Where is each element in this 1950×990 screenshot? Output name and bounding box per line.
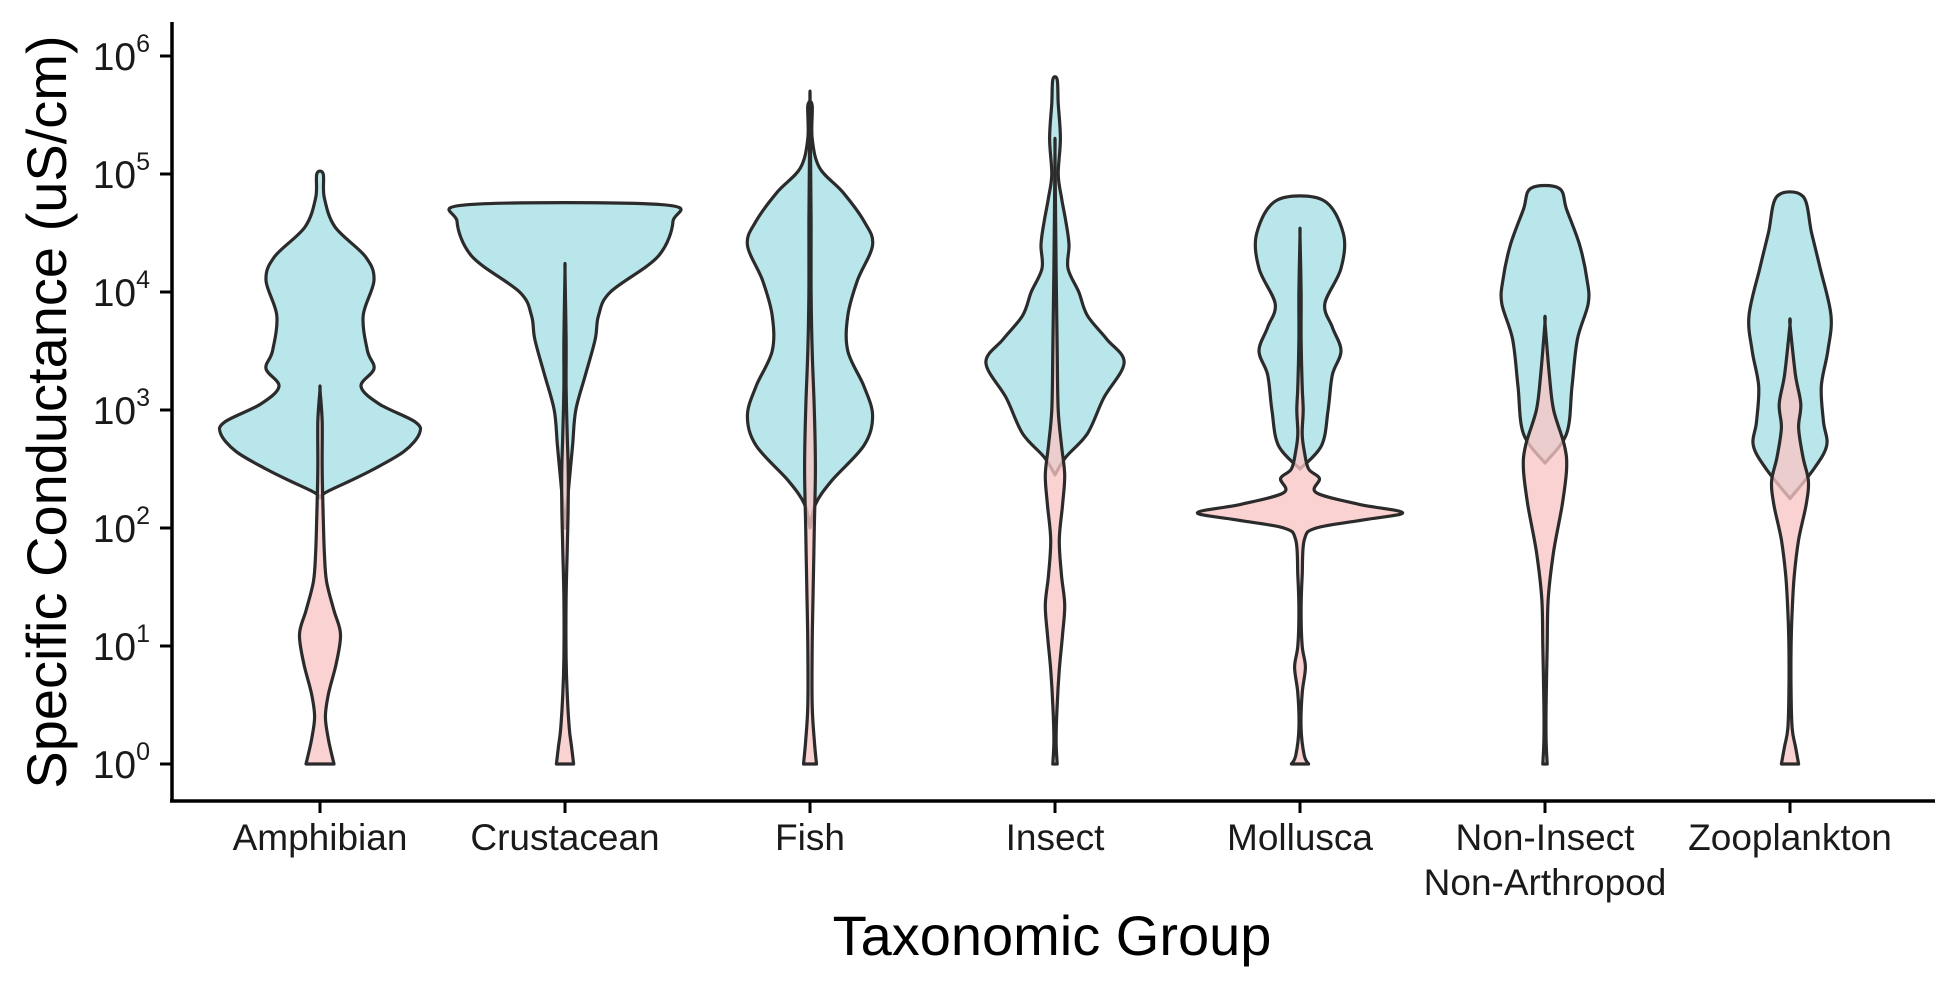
- x-tick-label-line2: Non-Arthropod: [1424, 862, 1667, 903]
- violin-2-crustacean: [554, 261, 576, 766]
- x-tick-label: Amphibian: [233, 817, 408, 858]
- y-tick-label: 103: [93, 384, 150, 433]
- violin-series-2: [297, 89, 1811, 766]
- x-ticks: Amphibian Crustacean Fish Insect Mollusca Non…: [233, 801, 1892, 903]
- violin-2-non-insect: [1521, 314, 1569, 766]
- violin-layer: [217, 75, 1833, 766]
- x-tick-label: Mollusca: [1227, 817, 1373, 858]
- x-tick-label: Fish: [775, 817, 845, 858]
- y-tick-label: 106: [93, 30, 150, 79]
- x-tick-label: Zooplankton: [1688, 817, 1892, 858]
- violin-2-amphibian: [297, 384, 343, 766]
- y-axis-title: Specific Conductance (uS/cm): [15, 35, 78, 788]
- violin-2-fish: [801, 89, 819, 766]
- violin-series-1: [217, 75, 1833, 530]
- violin-2-mollusca: [1195, 226, 1405, 766]
- y-tick-label: 104: [93, 266, 150, 315]
- y-tick-label: 101: [93, 620, 150, 669]
- violin-1-amphibian: [217, 169, 423, 500]
- y-ticks: 100 101 102 103 104 105 106: [93, 30, 172, 787]
- y-tick-label: 100: [93, 738, 150, 787]
- y-tick-label: 105: [93, 148, 150, 197]
- x-tick-label: Insect: [1006, 817, 1105, 858]
- y-tick-label: 102: [93, 502, 150, 551]
- x-tick-label: Non-Insect: [1456, 817, 1636, 858]
- violin-2-zooplankton: [1769, 317, 1811, 766]
- x-axis-title: Taxonomic Group: [833, 904, 1272, 967]
- x-tick-label: Crustacean: [470, 817, 659, 858]
- violin-2-insect: [1043, 136, 1067, 766]
